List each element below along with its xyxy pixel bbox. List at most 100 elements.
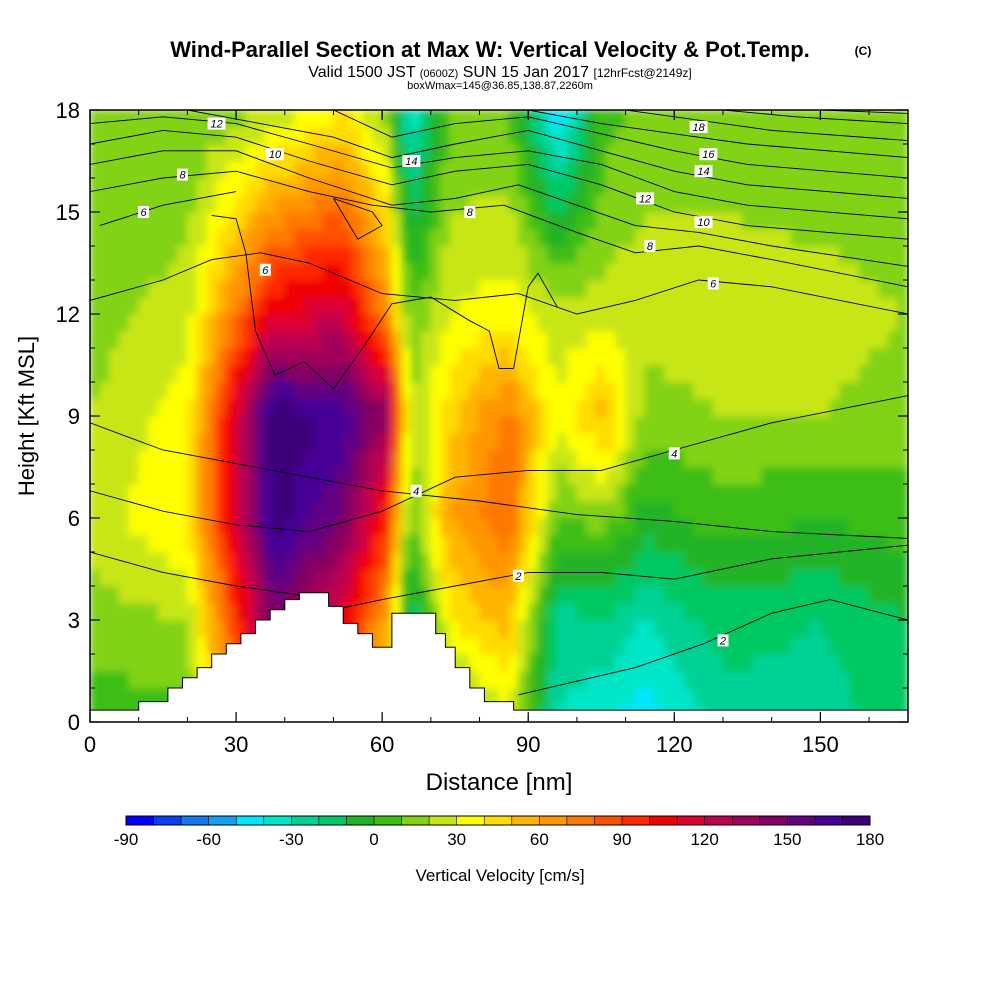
theta-contour: [625, 110, 908, 142]
velocity-cell: [732, 500, 743, 519]
velocity-cell: [527, 347, 539, 366]
velocity-cell: [683, 364, 695, 383]
velocity-cell: [586, 211, 597, 230]
velocity-cell: [459, 483, 471, 502]
velocity-cell: [459, 177, 471, 196]
velocity-cell: [858, 279, 870, 298]
velocity-cell: [839, 534, 851, 553]
velocity-cell: [381, 313, 393, 332]
velocity-cell: [264, 483, 276, 502]
velocity-cell: [732, 653, 743, 672]
velocity-cell: [527, 126, 539, 145]
velocity-cell: [839, 177, 851, 196]
velocity-cell: [556, 228, 568, 247]
velocity-cell: [605, 636, 617, 655]
velocity-cell: [625, 279, 636, 298]
velocity-cell: [508, 160, 519, 179]
velocity-cell: [761, 636, 773, 655]
velocity-cell: [138, 466, 149, 485]
velocity-cell: [595, 585, 607, 604]
velocity-cell: [703, 330, 714, 349]
velocity-cell: [508, 466, 519, 485]
velocity-cell: [800, 619, 812, 638]
velocity-cell: [294, 262, 305, 281]
velocity-cell: [313, 534, 325, 553]
velocity-cell: [761, 517, 773, 536]
velocity-cell: [410, 194, 422, 213]
velocity-cell: [303, 415, 315, 434]
velocity-cell: [790, 670, 802, 689]
velocity-cell: [99, 126, 110, 145]
velocity-cell: [147, 636, 159, 655]
velocity-cell: [147, 245, 159, 264]
velocity-cell: [547, 364, 558, 383]
velocity-cell: [566, 585, 578, 604]
velocity-cell: [829, 415, 841, 434]
velocity-cell: [449, 602, 461, 621]
velocity-cell: [371, 381, 383, 400]
velocity-cell: [654, 262, 666, 281]
velocity-cell: [751, 585, 763, 604]
velocity-cell: [225, 126, 237, 145]
velocity-cell: [537, 110, 549, 128]
velocity-cell: [693, 126, 704, 145]
velocity-cell: [342, 110, 354, 128]
velocity-cell: [342, 500, 354, 519]
velocity-cell: [488, 670, 500, 689]
velocity-cell: [634, 670, 646, 689]
velocity-cell: [410, 517, 422, 536]
velocity-cell: [537, 483, 549, 502]
velocity-cell: [664, 194, 675, 213]
velocity-cell: [664, 143, 675, 162]
velocity-cell: [849, 279, 860, 298]
y-tick-label: 18: [56, 98, 80, 123]
velocity-cell: [323, 330, 334, 349]
velocity-cell: [167, 568, 179, 587]
velocity-cell: [245, 364, 257, 383]
velocity-cell: [683, 500, 695, 519]
velocity-cell: [440, 534, 451, 553]
velocity-cell: [420, 381, 432, 400]
velocity-cell: [449, 466, 461, 485]
velocity-cell: [849, 449, 860, 468]
velocity-cell: [235, 398, 247, 417]
velocity-cell: [99, 330, 110, 349]
velocity-cell: [615, 670, 627, 689]
velocity-cell: [644, 568, 656, 587]
velocity-cell: [147, 194, 159, 213]
velocity-cell: [430, 500, 442, 519]
velocity-cell: [605, 551, 617, 570]
velocity-cell: [167, 636, 179, 655]
velocity-cell: [216, 245, 227, 264]
velocity-cell: [235, 194, 247, 213]
velocity-cell: [703, 432, 714, 451]
velocity-cell: [615, 500, 627, 519]
velocity-cell: [595, 279, 607, 298]
theta-contour-label: 18: [693, 122, 706, 134]
velocity-cell: [440, 500, 451, 519]
velocity-cell: [634, 653, 646, 672]
velocity-cell: [294, 517, 305, 536]
velocity-cell: [566, 347, 578, 366]
velocity-cell: [274, 585, 286, 604]
velocity-cell: [469, 432, 481, 451]
velocity-cell: [712, 313, 724, 332]
velocity-cell: [527, 415, 539, 434]
velocity-cell: [401, 143, 412, 162]
velocity-cell: [313, 177, 325, 196]
velocity-cell: [391, 466, 403, 485]
velocity-cell: [323, 143, 334, 162]
theta-contour: [90, 395, 908, 533]
velocity-cell: [138, 228, 149, 247]
velocity-cell: [401, 330, 412, 349]
velocity-cell: [391, 500, 403, 519]
velocity-cell: [138, 483, 149, 502]
velocity-cell: [177, 330, 188, 349]
velocity-cell: [858, 551, 870, 570]
velocity-cell: [858, 143, 870, 162]
velocity-cell: [138, 619, 149, 638]
velocity-cell: [819, 653, 831, 672]
velocity-cell: [196, 279, 208, 298]
velocity-cell: [576, 432, 588, 451]
velocity-cell: [732, 211, 743, 230]
